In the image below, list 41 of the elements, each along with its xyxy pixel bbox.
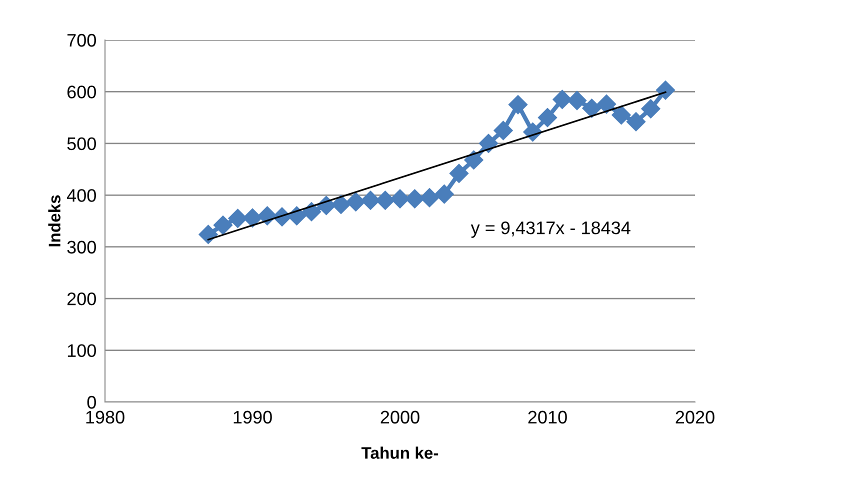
point — [478, 134, 498, 153]
y-tick-label: 700 — [67, 34, 96, 47]
point — [376, 190, 395, 210]
y-tick-label: 0 — [87, 396, 96, 409]
point — [612, 105, 631, 125]
x-tick-label: 1980 — [86, 410, 124, 424]
point — [213, 216, 233, 235]
y-tick-label: 400 — [66, 189, 96, 202]
y-tick-label: 600 — [67, 86, 96, 98]
point — [449, 164, 469, 183]
point — [228, 208, 248, 228]
y-axis-title: Indeks — [48, 195, 60, 246]
y-tick-label: 300 — [67, 240, 96, 254]
point — [405, 189, 424, 208]
x-tick-label: 2010 — [528, 410, 567, 424]
point — [582, 98, 602, 118]
point — [464, 150, 484, 170]
x-tick-label: 2020 — [676, 410, 714, 424]
point — [538, 108, 558, 128]
point — [508, 95, 528, 114]
point — [198, 224, 218, 244]
point — [242, 208, 262, 228]
point — [567, 90, 587, 110]
y-tick-label: 100 — [68, 344, 96, 358]
point — [420, 188, 440, 208]
x-tick-label: 1990 — [234, 410, 272, 424]
point — [552, 90, 572, 110]
point — [626, 112, 646, 132]
point — [331, 194, 351, 214]
point — [656, 80, 676, 100]
point — [641, 99, 660, 118]
point — [346, 192, 366, 212]
x-tick-label: 2000 — [380, 410, 420, 424]
point — [494, 120, 513, 140]
point — [302, 202, 322, 222]
point — [434, 184, 454, 204]
x-axis-title: Tahun ke- — [361, 446, 438, 459]
y-tick-label: 500 — [67, 137, 96, 150]
y-tick-label: 200 — [67, 292, 96, 306]
annotation: y = 9,4317x - 18434 — [470, 221, 630, 238]
point — [596, 94, 616, 114]
